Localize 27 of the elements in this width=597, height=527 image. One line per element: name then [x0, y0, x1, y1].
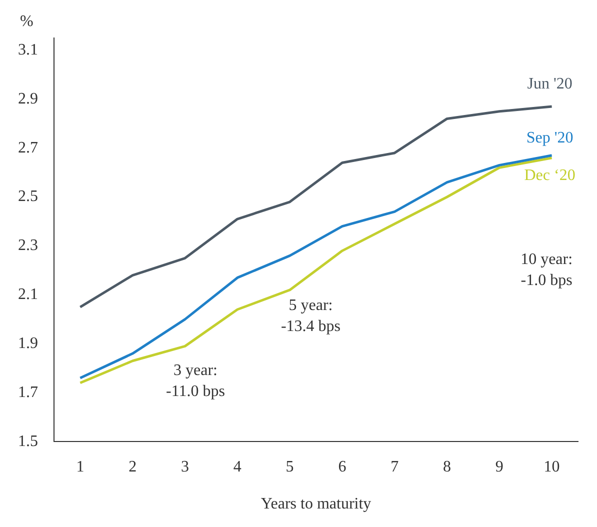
y-tick-label: 1.9 [18, 334, 38, 352]
y-tick-label: 2.5 [18, 188, 38, 206]
x-tick-label: 2 [128, 458, 137, 476]
x-tick-label: 9 [495, 458, 504, 476]
y-tick-label: 2.1 [18, 286, 38, 304]
x-tick-label: 7 [390, 458, 399, 476]
annotation: 3 year: -11.0 bps [166, 362, 225, 400]
x-axis-title: Years to maturity [260, 496, 372, 513]
x-tick-label: 5 [286, 458, 294, 476]
y-tick-label: 1.7 [18, 384, 38, 401]
series-label: Sep '20 [526, 130, 574, 147]
y-tick-label: 2.7 [18, 139, 38, 156]
y-tick-label: 2.9 [18, 90, 38, 108]
x-tick-label: 1 [76, 458, 84, 476]
x-tick-label: 8 [443, 458, 451, 476]
series-label: Dec ‘20 [524, 167, 576, 184]
x-tick-label: 6 [338, 458, 346, 476]
y-tick-label: 3.1 [18, 41, 38, 58]
annotation: 10 year: -1.0 bps [520, 250, 573, 289]
y-axis-title: % [20, 13, 34, 30]
x-tick-label: 4 [233, 458, 242, 476]
y-tick-label: 1.5 [18, 432, 38, 450]
annotation: 5 year: -13.4 bps [280, 297, 341, 336]
x-tick-label: 10 [544, 458, 560, 476]
y-tick-label: 2.3 [18, 237, 38, 254]
series-label: Jun '20 [527, 76, 572, 93]
x-tick-label: 3 [181, 458, 189, 476]
